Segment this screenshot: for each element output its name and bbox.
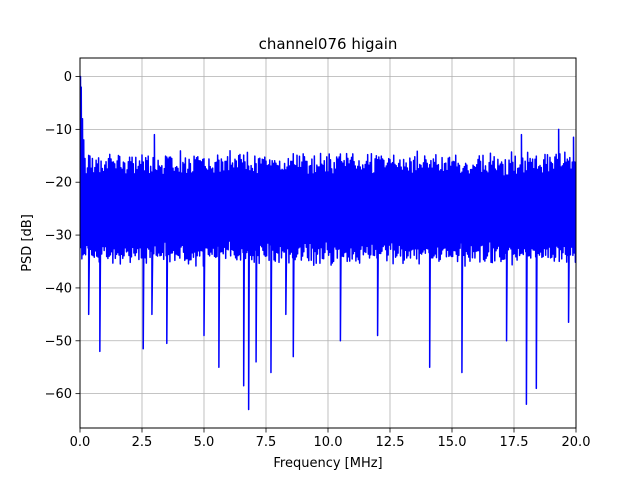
x-tick-label: 10.0 <box>314 435 343 450</box>
x-tick-label: 7.5 <box>256 435 277 450</box>
y-tick-label: −40 <box>45 281 72 296</box>
x-tick-label: 12.5 <box>376 435 405 450</box>
y-tick-label: −50 <box>45 334 72 349</box>
x-tick-label: 2.5 <box>132 435 153 450</box>
y-axis: 0 −10 −20 −30 −40 −50 −60 <box>45 70 80 402</box>
x-tick-label: 17.5 <box>500 435 529 450</box>
y-tick-label: −20 <box>45 176 72 191</box>
series-group <box>80 75 576 411</box>
y-axis-label: PSD [dB] <box>20 214 35 272</box>
x-tick-label: 5.0 <box>194 435 215 450</box>
chart-title: channel076 higain <box>259 35 398 53</box>
x-tick-label: 0.0 <box>70 435 91 450</box>
x-tick-label: 20.0 <box>562 435 591 450</box>
x-tick-label: 15.0 <box>438 435 467 450</box>
y-tick-label: −10 <box>45 123 72 138</box>
psd-series-line <box>80 75 576 411</box>
y-tick-label: −30 <box>45 229 72 244</box>
y-tick-label: 0 <box>64 70 72 85</box>
x-axis-label: Frequency [MHz] <box>273 456 382 471</box>
x-axis: 0.0 2.5 5.0 7.5 10.0 12.5 15.0 17.5 20.0 <box>70 428 591 450</box>
y-tick-label: −60 <box>45 387 72 402</box>
